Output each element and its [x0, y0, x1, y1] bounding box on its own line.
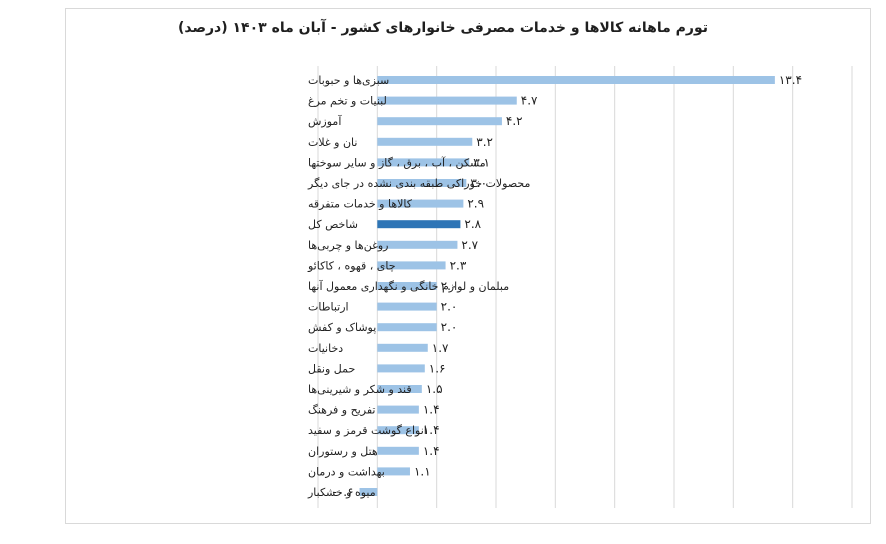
bar — [377, 76, 775, 84]
category-label: نان و غلات — [308, 136, 357, 149]
bar — [377, 343, 428, 352]
data-label: ۱.۱ — [414, 464, 431, 478]
data-label: ۲.۸ — [464, 217, 481, 231]
bar — [377, 467, 410, 476]
data-label: ۲.۰ — [441, 320, 458, 334]
data-label: ۲.۰ — [441, 300, 458, 314]
data-label: ۱.۶ — [429, 361, 446, 375]
bar — [377, 426, 419, 435]
bar — [377, 302, 437, 311]
bar — [377, 282, 437, 290]
category-label: محصولات خوراکی طبقه بندی نشده در جای دیگ… — [307, 177, 530, 190]
chart-frame — [65, 8, 871, 524]
bar — [377, 405, 419, 414]
bar — [377, 323, 437, 332]
data-label: ۲.۷ — [461, 238, 478, 252]
data-label: ۲.۳ — [450, 258, 467, 272]
bar — [377, 220, 461, 229]
data-label: ۱۳.۴ — [779, 73, 802, 87]
category-label: شاخص کل — [308, 218, 358, 231]
category-label: ارتباطات — [308, 301, 349, 314]
data-label: ۱.۷ — [432, 341, 449, 355]
bar — [377, 199, 464, 208]
category-label: چای ، قهوه ، کاکائو — [307, 259, 396, 272]
data-label: ۳.۱ — [473, 155, 490, 169]
bar — [359, 488, 378, 496]
data-label: ۱.۴ — [423, 444, 440, 458]
data-label: ۴.۷ — [521, 94, 538, 108]
data-label: ۱.۴ — [423, 423, 440, 437]
bar — [377, 137, 473, 146]
category-label: انواع گوشت قرمز و سفید — [308, 424, 427, 437]
category-label: بهداشت و درمان — [308, 465, 385, 478]
chart-title: تورم ماهانه کالاها و خدمات مصرفی خانواره… — [177, 20, 708, 36]
category-label: مسکن ، آب ، برق ، گاز و سایر سوختها — [308, 155, 486, 169]
category-label: کالاها و خدمات متفرقه — [308, 198, 413, 211]
data-label: ۱.۴ — [423, 403, 440, 417]
category-label: آموزش — [308, 114, 342, 128]
category-label: قند و شکر و شیرینی‌ها — [308, 383, 412, 396]
category-label: دخانیات — [308, 342, 343, 355]
data-label: ۱.۵ — [426, 382, 443, 396]
bar — [377, 240, 458, 249]
category-label: لبنیات و تخم مرغ — [308, 95, 387, 108]
bar — [377, 446, 419, 455]
bar — [377, 385, 422, 393]
data-label: ۳.۰ — [470, 176, 487, 190]
data-label: ۲.۹ — [467, 197, 484, 211]
category-label: حمل ونقل — [308, 362, 355, 375]
category-label: روغن‌ها و چربی‌ها — [308, 239, 388, 252]
bar — [377, 364, 425, 373]
bar — [377, 117, 502, 126]
category-label: هتل و رستوران — [308, 445, 378, 458]
category-label: پوشاک و کفش — [308, 321, 376, 334]
data-label: ۲.۰ — [441, 279, 458, 293]
bar — [377, 96, 517, 105]
category-label: سبزی‌ها و حبوبات — [308, 74, 389, 87]
bar — [377, 158, 470, 167]
data-label: ۴.۲ — [506, 114, 523, 128]
bar — [377, 261, 446, 270]
category-label: مبلمان و لوازم خانگی و نگهداری معمول آنه… — [308, 279, 509, 293]
data-label: -۰.۶ — [332, 485, 353, 499]
bar — [377, 179, 467, 187]
data-label: ۳.۲ — [476, 135, 493, 149]
category-label: تفریح و فرهنگ — [308, 404, 375, 417]
category-label: میوه و خشکبار — [307, 486, 376, 499]
